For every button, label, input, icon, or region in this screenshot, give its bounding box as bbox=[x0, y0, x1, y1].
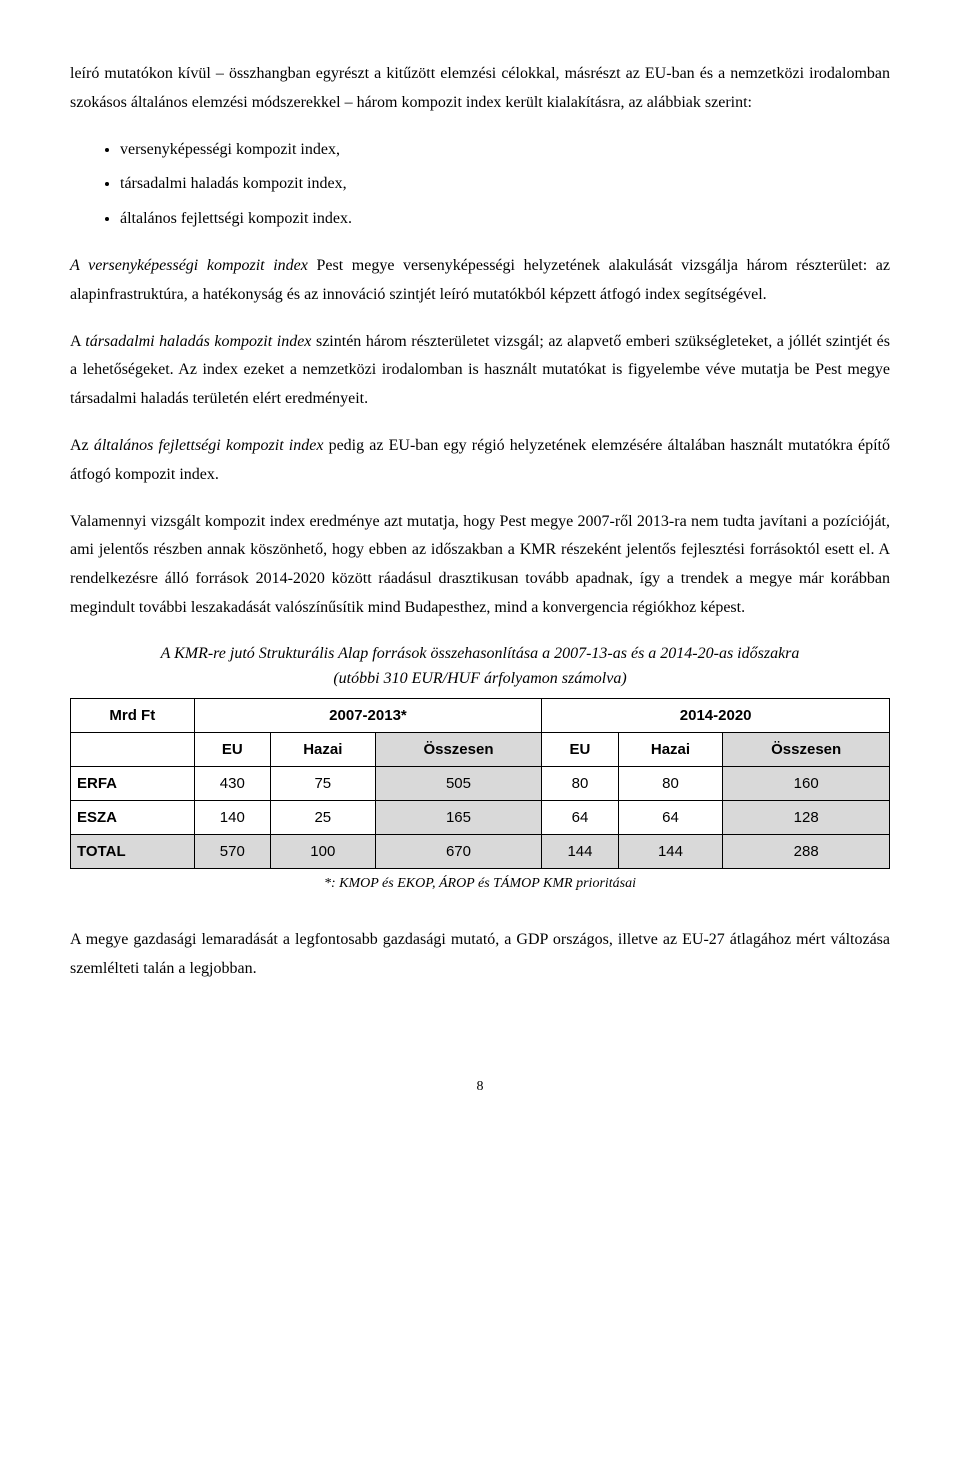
table-header-row-2: EU Hazai Összesen EU Hazai Összesen bbox=[71, 732, 890, 766]
col-eu: EU bbox=[542, 732, 618, 766]
cell: 64 bbox=[542, 800, 618, 834]
paragraph-6: A megye gazdasági lemaradását a legfonto… bbox=[70, 926, 890, 984]
paragraph-2: A versenyképességi kompozit index Pest m… bbox=[70, 252, 890, 310]
cell: 144 bbox=[618, 834, 723, 868]
table-caption: A KMR-re jutó Strukturális Alap források… bbox=[70, 641, 890, 692]
col-period-2014: 2014-2020 bbox=[542, 698, 890, 732]
table-footnote: *: KMOP és EKOP, ÁROP és TÁMOP KMR prior… bbox=[70, 871, 890, 896]
row-label: TOTAL bbox=[71, 834, 195, 868]
col-empty bbox=[71, 732, 195, 766]
caption-line-1: A KMR-re jutó Strukturális Alap források… bbox=[161, 645, 800, 662]
cell: 75 bbox=[270, 766, 375, 800]
row-label: ESZA bbox=[71, 800, 195, 834]
col-hazai: Hazai bbox=[270, 732, 375, 766]
list-item: általános fejlettségi kompozit index. bbox=[120, 205, 890, 234]
italic-term: általános fejlettségi kompozit index bbox=[94, 437, 324, 454]
cell: 288 bbox=[723, 834, 890, 868]
table-row-total: TOTAL 570 100 670 144 144 288 bbox=[71, 834, 890, 868]
col-osszesen: Összesen bbox=[723, 732, 890, 766]
page-number: 8 bbox=[70, 1074, 890, 1099]
cell: 165 bbox=[375, 800, 542, 834]
paragraph-5: Valamennyi vizsgált kompozit index eredm… bbox=[70, 508, 890, 623]
cell: 80 bbox=[542, 766, 618, 800]
caption-line-2: (utóbbi 310 EUR/HUF árfolyamon számolva) bbox=[333, 670, 626, 687]
cell: 140 bbox=[194, 800, 270, 834]
cell: 100 bbox=[270, 834, 375, 868]
cell: 505 bbox=[375, 766, 542, 800]
table-row: ERFA 430 75 505 80 80 160 bbox=[71, 766, 890, 800]
list-item: társadalmi haladás kompozit index, bbox=[120, 170, 890, 199]
col-hazai: Hazai bbox=[618, 732, 723, 766]
cell: 160 bbox=[723, 766, 890, 800]
cell: 144 bbox=[542, 834, 618, 868]
list-item: versenyképességi kompozit index, bbox=[120, 136, 890, 165]
col-period-2007: 2007-2013* bbox=[194, 698, 542, 732]
cell: 128 bbox=[723, 800, 890, 834]
table-row: ESZA 140 25 165 64 64 128 bbox=[71, 800, 890, 834]
paragraph-4: Az általános fejlettségi kompozit index … bbox=[70, 432, 890, 490]
bullet-list: versenyképességi kompozit index, társada… bbox=[70, 136, 890, 234]
italic-term: társadalmi haladás kompozit index bbox=[85, 333, 311, 350]
cell: 80 bbox=[618, 766, 723, 800]
funding-table: Mrd Ft 2007-2013* 2014-2020 EU Hazai Öss… bbox=[70, 698, 890, 869]
paragraph-3-lead: A bbox=[70, 333, 85, 350]
col-mrdft: Mrd Ft bbox=[71, 698, 195, 732]
paragraph-1: leíró mutatókon kívül – összhangban egyr… bbox=[70, 60, 890, 118]
cell: 25 bbox=[270, 800, 375, 834]
cell: 64 bbox=[618, 800, 723, 834]
cell: 430 bbox=[194, 766, 270, 800]
cell: 570 bbox=[194, 834, 270, 868]
col-eu: EU bbox=[194, 732, 270, 766]
row-label: ERFA bbox=[71, 766, 195, 800]
paragraph-4-lead: Az bbox=[70, 437, 94, 454]
cell: 670 bbox=[375, 834, 542, 868]
paragraph-3: A társadalmi haladás kompozit index szin… bbox=[70, 328, 890, 414]
table-header-row-1: Mrd Ft 2007-2013* 2014-2020 bbox=[71, 698, 890, 732]
col-osszesen: Összesen bbox=[375, 732, 542, 766]
italic-term: A versenyképességi kompozit index bbox=[70, 257, 308, 274]
